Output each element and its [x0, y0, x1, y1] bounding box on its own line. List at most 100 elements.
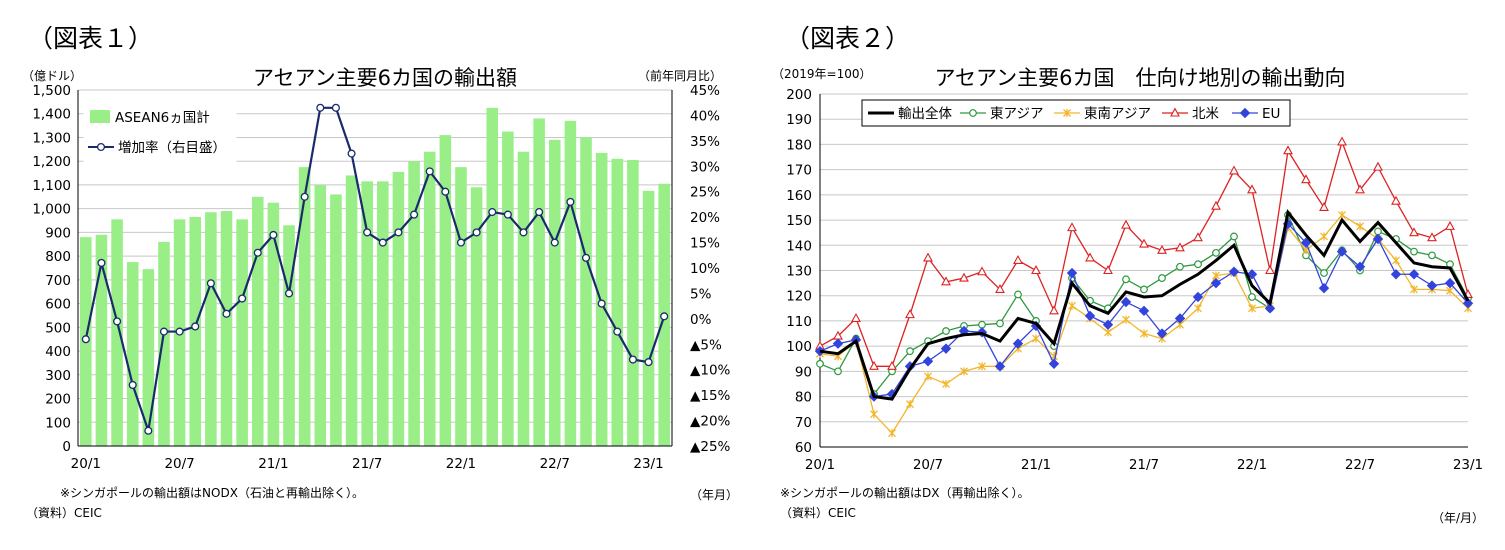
figure1-bar — [298, 167, 311, 446]
figure1-right-axis-unit: （前年同月比） — [638, 68, 722, 83]
figure2-point-north-america — [1391, 195, 1401, 205]
figure2-point-southeast-asia — [888, 429, 896, 438]
figure2-legend-label-total: 輸出全体 — [898, 105, 952, 122]
figure1-x-axis-unit: （年月） — [690, 488, 738, 502]
figure2-point-eu — [1318, 282, 1330, 294]
figure2-y-tick-label: 180 — [786, 137, 812, 153]
figure2-point-eu — [1138, 305, 1150, 317]
figure1-y2-tick-label: ▲5% — [690, 337, 722, 353]
figure1-growth-point — [175, 327, 184, 336]
figure1-bar — [314, 184, 327, 446]
figure2-point-north-america — [941, 276, 951, 286]
figure2-point-southeast-asia — [1122, 315, 1130, 324]
figure1-bar — [627, 160, 639, 446]
figure1-y2-tick-label: 20% — [690, 210, 720, 226]
figure1-bar — [564, 120, 577, 446]
figure1-bar — [392, 171, 405, 446]
figure2-y-tick-label: 200 — [786, 87, 812, 103]
figure2-point-north-america — [923, 252, 933, 262]
figure1-growth-point — [441, 187, 450, 196]
figure2-point-southeast-asia — [1356, 222, 1364, 231]
figure2-legend-label-east-asia: 東アジア — [990, 106, 1043, 122]
figure2-y-tick-label: 100 — [786, 339, 812, 355]
figure2-point-southeast-asia — [1032, 334, 1040, 343]
figure1-bar — [111, 219, 123, 446]
figure2-point-east-asia — [1014, 290, 1022, 299]
figure1-x-tick-label: 20/1 — [71, 456, 101, 472]
figure1-y2-tick-label: 15% — [690, 236, 720, 252]
figure2-point-north-america — [1427, 232, 1437, 242]
figure1-growth-point — [519, 228, 528, 237]
figure1-bar — [455, 167, 467, 446]
figure1-y-tick-label: 1,400 — [32, 107, 71, 123]
figure2-point-east-asia — [906, 347, 914, 356]
figure2-point-east-asia — [1410, 247, 1418, 256]
figure1-footnote: ※シンガポールの輸出額はNODX（石油と再輸出除く）。 — [60, 485, 364, 500]
figure2-point-east-asia — [816, 359, 824, 368]
figure1-y2-tick-label: ▲20% — [690, 414, 731, 430]
figure1-y2-tick-label: 10% — [690, 261, 720, 277]
figure1-y-tick-label: 800 — [45, 249, 71, 265]
figure2-point-north-america — [1301, 174, 1311, 184]
figure1-label: （図表１） — [28, 24, 153, 53]
figure1-growth-point — [269, 230, 278, 239]
figure2-legend-marker-east-asia — [969, 109, 977, 117]
figure2-y-tick-label: 160 — [786, 188, 812, 204]
figure2-point-southeast-asia — [942, 379, 950, 388]
figure1-bar — [220, 211, 233, 446]
figure2-point-north-america — [1409, 227, 1419, 237]
figure1-growth-point — [97, 258, 106, 267]
figure2-point-eu — [1228, 266, 1240, 277]
figure2-point-eu — [1084, 310, 1096, 322]
figure1-growth-point — [613, 327, 622, 336]
figure1-bar — [236, 219, 248, 446]
figure1-bar — [423, 151, 436, 446]
figure2-point-eu — [1048, 358, 1060, 369]
figure1-y-tick-label: 0 — [62, 439, 71, 455]
figure2-source: （資料）CEIC — [780, 506, 856, 520]
figure1-title: アセアン主要6カ国の輸出額 — [253, 66, 517, 90]
figure2-point-eu — [1444, 277, 1456, 289]
figure1-bar — [158, 241, 170, 446]
figure1-bar — [377, 181, 389, 446]
figure1-bar — [126, 262, 139, 446]
figure2-point-eu — [1246, 269, 1258, 280]
figure2-point-east-asia — [1140, 285, 1148, 294]
figure2-point-north-america — [1085, 252, 1095, 262]
figure1-bar — [642, 190, 655, 446]
figure1-legend-line-marker — [96, 142, 106, 152]
figure2-y-tick-label: 90 — [795, 364, 812, 380]
figure2-point-southeast-asia — [1068, 301, 1076, 310]
figure1-y-tick-label: 1,000 — [32, 202, 71, 218]
figure2-point-eu — [1012, 338, 1024, 349]
figure1-y-tick-label: 600 — [45, 297, 71, 313]
figure1-y2-tick-label: 30% — [690, 159, 720, 175]
figure2-point-east-asia — [1320, 269, 1328, 277]
figure2-point-east-asia — [942, 327, 950, 335]
figure2-y-tick-label: 130 — [786, 264, 812, 280]
figure2-point-north-america — [1049, 305, 1059, 315]
figure1-growth-point — [425, 167, 434, 176]
figure1-bar — [267, 202, 280, 446]
figure1-bar — [345, 175, 358, 446]
figure2-point-eu — [1354, 261, 1366, 272]
figure1-y2-tick-label: 5% — [690, 286, 712, 302]
figure1-x-tick-label: 21/7 — [352, 456, 382, 472]
figure1-growth-point — [644, 358, 653, 367]
figure1-legend-bar-label: ASEAN6ヵ国計 — [115, 110, 210, 126]
figure1-growth-point — [378, 238, 387, 247]
figure2-y-tick-label: 110 — [786, 314, 812, 330]
figure1-bar — [439, 135, 452, 447]
figure2-point-eu — [922, 356, 934, 367]
figure1-y-tick-label: 1,200 — [32, 154, 71, 170]
figure1-growth-point — [347, 149, 356, 158]
figure1-growth-point — [597, 299, 606, 308]
figure1-x-tick-label: 21/1 — [258, 456, 288, 472]
figure1-growth-point — [144, 426, 153, 435]
figure1-x-tick-label: 23/1 — [633, 456, 663, 472]
figure2-point-east-asia — [1158, 274, 1166, 282]
figure2-point-southeast-asia — [1140, 329, 1148, 338]
figure1-y2-tick-label: ▲10% — [690, 363, 731, 379]
figure1-growth-point — [191, 322, 200, 331]
figure1-growth-point — [222, 309, 231, 318]
